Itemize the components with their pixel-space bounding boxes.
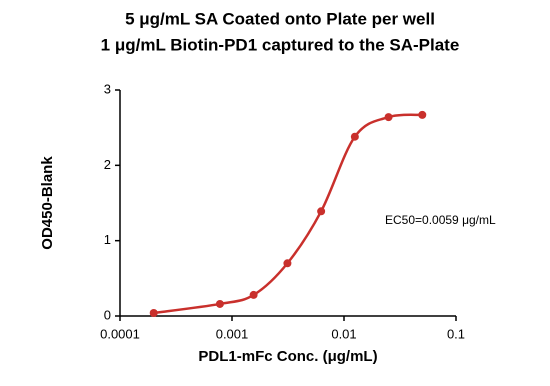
x-tick-label: 0.0001 — [100, 326, 140, 341]
x-tick-label: 0.001 — [216, 326, 249, 341]
data-point — [350, 132, 359, 141]
y-tick-label: 3 — [104, 81, 111, 96]
annotation: EC50=0.0059 μg/mL — [385, 213, 496, 227]
data-point — [283, 259, 292, 268]
x-tick-label: 0.1 — [447, 326, 465, 341]
fit-curve — [153, 113, 423, 315]
data-point — [249, 290, 258, 299]
x-axis-label: PDL1-mFc Conc. (μg/mL) — [198, 348, 377, 365]
data-point — [384, 113, 393, 122]
chart-title: 5 μg/mL SA Coated onto Plate per well — [125, 9, 435, 28]
y-tick-label: 0 — [104, 307, 111, 322]
x-tick-label: 0.01 — [331, 326, 356, 341]
data-point — [418, 110, 427, 119]
data-point — [317, 207, 326, 216]
y-tick-label: 1 — [104, 232, 111, 247]
y-axis-label: OD450-Blank — [39, 156, 56, 250]
data-point — [215, 299, 224, 308]
data-point — [149, 308, 158, 317]
y-tick-label: 2 — [104, 157, 111, 172]
chart-title: 1 μg/mL Biotin-PD1 captured to the SA-Pl… — [101, 35, 460, 54]
